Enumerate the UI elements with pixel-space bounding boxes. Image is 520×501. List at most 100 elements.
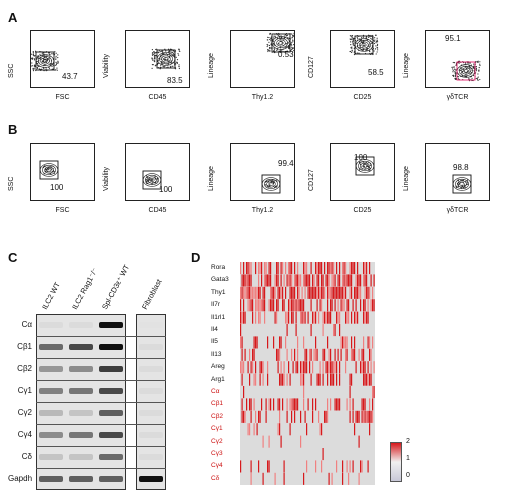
heatmap-cell	[243, 299, 245, 312]
heatmap-cell	[321, 262, 323, 275]
contour-line	[455, 178, 469, 190]
heatmap-cell	[342, 460, 344, 473]
event-dot	[151, 49, 153, 51]
panel-letter-b: B	[8, 122, 18, 137]
event-dot	[153, 58, 156, 60]
heatmap-cell	[250, 410, 252, 423]
heatmap-cell	[289, 373, 291, 386]
gel-band	[39, 366, 63, 372]
heatmap-cell	[285, 336, 287, 349]
event-dot	[151, 57, 153, 59]
event-dot	[169, 61, 171, 63]
heatmap-cell	[265, 398, 267, 411]
event-dot	[464, 62, 466, 64]
contour-line	[463, 69, 469, 73]
heatmap-cell	[322, 448, 324, 461]
heatmap-cell	[300, 410, 302, 423]
gel-row-divider	[36, 468, 166, 469]
heatmap-cell	[303, 472, 305, 485]
event-dot	[268, 41, 270, 43]
event-dot	[146, 175, 148, 177]
heatmap-cell	[361, 361, 363, 374]
gel-band	[139, 322, 163, 328]
event-dot	[172, 50, 175, 52]
x-axis-label: CD25	[353, 207, 372, 214]
event-dot	[292, 39, 294, 41]
event-dot	[55, 69, 57, 71]
heatmap-cell	[345, 361, 347, 374]
event-dot	[454, 72, 456, 74]
heatmap-cell	[355, 311, 357, 324]
heatmap-cell	[244, 286, 246, 299]
event-dot	[274, 35, 276, 37]
gel-band	[69, 410, 93, 416]
heatmap-cell	[337, 299, 339, 312]
panel-letter-a: A	[8, 10, 18, 25]
event-dot	[51, 65, 53, 68]
heatmap-gene-label: Cγ4	[211, 462, 223, 470]
event-dot	[370, 164, 372, 167]
heatmap-cell	[259, 311, 261, 324]
event-dot	[352, 40, 354, 42]
heatmap-cell	[274, 274, 276, 287]
heatmap-cell	[339, 286, 341, 299]
heatmap-gene-label: Cγ3	[211, 450, 223, 457]
gate-percentage: 83.5	[167, 76, 183, 85]
event-dot	[172, 65, 174, 67]
event-dot	[273, 181, 275, 183]
heatmap-cell	[297, 361, 299, 374]
event-dot	[151, 52, 154, 54]
event-dot	[452, 61, 454, 64]
heatmap-cell	[357, 286, 359, 299]
heatmap-cell	[327, 311, 329, 324]
heatmap-cell	[240, 324, 242, 337]
event-dot	[152, 64, 154, 66]
heatmap-cell	[289, 274, 291, 287]
gel-band	[39, 322, 63, 328]
heatmap-cell	[369, 348, 371, 361]
heatmap-cell	[339, 361, 341, 374]
event-dot	[293, 49, 294, 52]
event-dot	[454, 68, 456, 70]
heatmap-cell	[328, 361, 330, 374]
heatmap-cell	[349, 386, 351, 399]
heatmap-gene-label: Cγ2	[211, 437, 223, 445]
heatmap-cell	[262, 373, 264, 386]
event-dot	[377, 49, 379, 51]
event-dot	[376, 51, 378, 53]
heatmap-cell	[336, 373, 338, 386]
heatmap-cell	[267, 361, 269, 374]
heatmap-cell	[342, 274, 344, 287]
colorbar-tick-label: 1	[406, 455, 410, 462]
heatmap-cell	[330, 262, 332, 275]
heatmap-cell	[268, 435, 270, 448]
heatmap-cell	[364, 286, 366, 299]
heatmap-cell	[346, 460, 348, 473]
gate-percentage: 0.53	[278, 50, 294, 59]
gel-band	[139, 410, 163, 416]
heatmap-cell	[334, 286, 336, 299]
gel-band	[69, 454, 93, 460]
x-axis-label: CD45	[148, 207, 167, 214]
event-dot	[152, 58, 154, 60]
contour-line	[163, 57, 169, 61]
event-dot	[35, 50, 37, 52]
event-dot	[462, 179, 465, 181]
event-dot	[370, 37, 372, 40]
heatmap-cell	[309, 348, 311, 361]
event-dot	[286, 50, 288, 52]
heatmap-cell	[291, 348, 293, 361]
heatmap-cell	[292, 286, 294, 299]
heatmap-cell	[283, 373, 285, 386]
gel-column-label: ILC2 WT	[40, 280, 62, 311]
heatmap-cell	[361, 460, 363, 473]
event-dot	[376, 43, 379, 45]
event-dot	[274, 36, 276, 38]
flow-density-plot	[31, 50, 59, 72]
event-dot	[49, 53, 51, 56]
flow-plot	[30, 143, 95, 201]
gel-band	[69, 476, 93, 482]
contour-line	[38, 55, 52, 67]
x-axis-label: Thy1.2	[251, 207, 274, 214]
event-dot	[32, 51, 34, 53]
